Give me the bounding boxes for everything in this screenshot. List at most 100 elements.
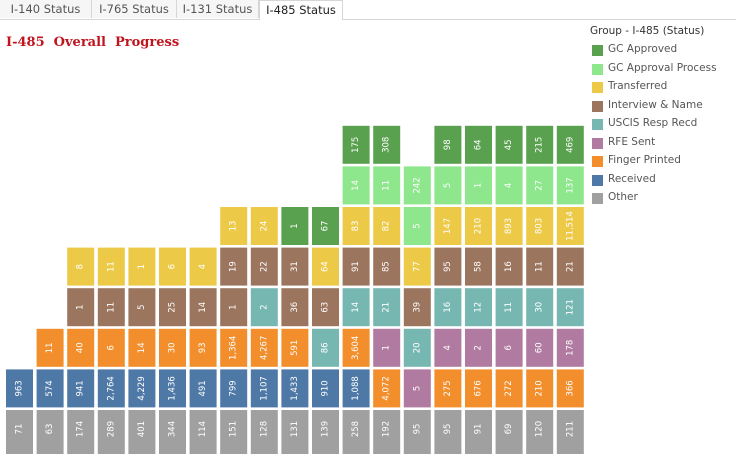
bar-segment[interactable] [403, 410, 431, 454]
bar-segment[interactable] [281, 288, 309, 327]
bar-segment[interactable] [250, 207, 278, 245]
bar-segment[interactable] [495, 207, 523, 245]
bar-segment[interactable] [342, 328, 370, 367]
tab-i140-status[interactable]: I-140 Status [0, 0, 92, 18]
bar-segment[interactable] [250, 288, 278, 327]
bar-segment[interactable] [36, 328, 64, 367]
bar-segment[interactable] [220, 369, 248, 408]
bar-segment[interactable] [189, 247, 217, 286]
bar-segment[interactable] [373, 166, 401, 205]
bar-segment[interactable] [556, 247, 584, 286]
bar-segment[interactable] [159, 369, 186, 408]
bar-segment[interactable] [281, 328, 309, 367]
bar-segment[interactable] [97, 288, 125, 327]
bar-segment[interactable] [495, 369, 523, 408]
bar-segment[interactable] [36, 410, 64, 454]
bar-segment[interactable] [434, 166, 462, 205]
bar-segment[interactable] [67, 410, 95, 454]
bar-segment[interactable] [342, 207, 370, 245]
bar-segment[interactable] [373, 125, 401, 164]
bar-segment[interactable] [526, 166, 554, 205]
bar-segment[interactable] [495, 410, 523, 454]
bar-segment[interactable] [434, 125, 462, 164]
bar-segment[interactable] [159, 410, 186, 454]
bar-segment[interactable] [465, 125, 492, 164]
bar-segment[interactable] [220, 410, 248, 454]
tab-i765-status[interactable]: I-765 Status [92, 0, 177, 18]
bar-segment[interactable] [526, 207, 554, 245]
bar-segment[interactable] [220, 328, 248, 367]
bar-segment[interactable] [465, 369, 492, 408]
bar-segment[interactable] [159, 247, 186, 286]
bar-segment[interactable] [373, 369, 401, 408]
bar-segment[interactable] [556, 328, 584, 367]
bar-segment[interactable] [128, 410, 156, 454]
bar-segment[interactable] [434, 369, 462, 408]
bar-segment[interactable] [67, 328, 95, 367]
bar-segment[interactable] [128, 369, 156, 408]
bar-segment[interactable] [128, 288, 156, 327]
bar-segment[interactable] [526, 247, 554, 286]
bar-segment[interactable] [434, 410, 462, 454]
bar-segment[interactable] [403, 207, 431, 245]
bar-segment[interactable] [526, 410, 554, 454]
bar-segment[interactable] [434, 207, 462, 245]
bar-segment[interactable] [312, 207, 339, 245]
bar-segment[interactable] [403, 328, 431, 367]
bar-segment[interactable] [312, 247, 339, 286]
bar-segment[interactable] [67, 369, 95, 408]
bar-segment[interactable] [312, 410, 339, 454]
bar-segment[interactable] [526, 288, 554, 327]
bar-segment[interactable] [403, 288, 431, 327]
bar-segment[interactable] [556, 166, 584, 205]
bar-segment[interactable] [526, 369, 554, 408]
bar-segment[interactable] [189, 328, 217, 367]
bar-segment[interactable] [495, 247, 523, 286]
bar-segment[interactable] [556, 207, 584, 245]
bar-segment[interactable] [312, 328, 339, 367]
bar-segment[interactable] [434, 247, 462, 286]
bar-segment[interactable] [342, 247, 370, 286]
bar-segment[interactable] [434, 288, 462, 327]
bar-segment[interactable] [556, 288, 584, 327]
bar-segment[interactable] [495, 125, 523, 164]
bar-segment[interactable] [312, 369, 339, 408]
bar-segment[interactable] [128, 328, 156, 367]
bar-segment[interactable] [97, 328, 125, 367]
bar-segment[interactable] [128, 247, 156, 286]
bar-segment[interactable] [250, 328, 278, 367]
bar-segment[interactable] [373, 410, 401, 454]
bar-segment[interactable] [465, 247, 492, 286]
bar-segment[interactable] [556, 369, 584, 408]
bar-segment[interactable] [342, 288, 370, 327]
bar-segment[interactable] [342, 410, 370, 454]
bar-segment[interactable] [373, 247, 401, 286]
tab-i485-status[interactable]: I-485 Status [259, 0, 343, 20]
bar-segment[interactable] [495, 166, 523, 205]
bar-segment[interactable] [312, 288, 339, 327]
bar-segment[interactable] [342, 369, 370, 408]
bar-segment[interactable] [220, 288, 248, 327]
bar-segment[interactable] [189, 288, 217, 327]
bar-segment[interactable] [465, 410, 492, 454]
bar-segment[interactable] [495, 328, 523, 367]
bar-segment[interactable] [495, 288, 523, 327]
bar-segment[interactable] [434, 328, 462, 367]
bar-segment[interactable] [97, 410, 125, 454]
bar-segment[interactable] [373, 328, 401, 367]
bar-segment[interactable] [189, 410, 217, 454]
bar-segment[interactable] [403, 369, 431, 408]
bar-segment[interactable] [36, 369, 64, 408]
bar-segment[interactable] [556, 410, 584, 454]
bar-segment[interactable] [403, 247, 431, 286]
bar-segment[interactable] [556, 125, 584, 164]
bar-segment[interactable] [281, 247, 309, 286]
bar-segment[interactable] [526, 125, 554, 164]
bar-segment[interactable] [189, 369, 217, 408]
bar-segment[interactable] [281, 369, 309, 408]
bar-segment[interactable] [250, 410, 278, 454]
bar-segment[interactable] [250, 247, 278, 286]
bar-segment[interactable] [403, 166, 431, 205]
bar-segment[interactable] [220, 247, 248, 286]
bar-segment[interactable] [67, 247, 95, 286]
